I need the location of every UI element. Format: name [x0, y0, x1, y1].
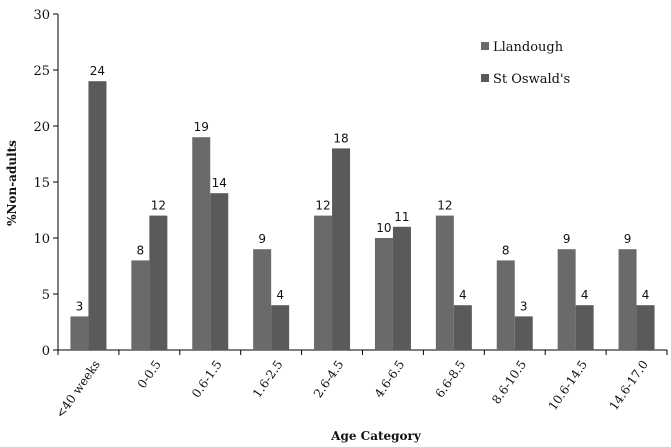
bar-st-oswalds — [453, 305, 472, 350]
data-label: 9 — [563, 232, 571, 246]
y-tick-label: 5 — [42, 288, 50, 303]
bar-llandough — [253, 249, 272, 350]
x-tick-label: 8.6-10.5 — [489, 358, 529, 407]
y-tick-label: 20 — [33, 120, 50, 135]
legend-swatch — [481, 74, 489, 82]
data-label: 19 — [194, 120, 209, 134]
bar-st-oswalds — [210, 193, 229, 350]
data-label: 9 — [258, 232, 266, 246]
data-label: 4 — [581, 288, 589, 302]
bar-llandough — [435, 215, 454, 350]
x-tick-label: <40 weeks — [53, 358, 103, 421]
y-tick-label: 15 — [33, 176, 50, 191]
y-axis-title: %Non-adults — [5, 140, 19, 226]
x-tick-label: 4.6-6.5 — [372, 358, 408, 401]
data-label: 18 — [333, 131, 348, 145]
data-label: 4 — [276, 288, 284, 302]
legend-swatch — [481, 42, 489, 50]
bar-st-oswalds — [392, 226, 411, 350]
legend-label: Llandough — [493, 40, 564, 55]
legend-label: St Oswald's — [493, 72, 570, 87]
bar-llandough — [557, 249, 576, 350]
bar-st-oswalds — [88, 81, 107, 350]
data-label: 14 — [212, 176, 227, 190]
data-label: 4 — [642, 288, 650, 302]
y-tick-label: 10 — [33, 232, 50, 247]
y-tick-label: 0 — [42, 344, 50, 359]
x-tick-label: 1.6-2.5 — [250, 358, 286, 401]
x-axis-title: Age Category — [330, 429, 422, 443]
x-tick-label: 6.6-8.5 — [433, 358, 469, 401]
data-label: 9 — [624, 232, 632, 246]
data-label: 4 — [459, 288, 467, 302]
bar-st-oswalds — [149, 215, 168, 350]
data-label: 11 — [394, 210, 409, 224]
data-label: 3 — [520, 299, 528, 313]
data-label: 3 — [76, 299, 84, 313]
bar-llandough — [374, 238, 393, 350]
data-label: 10 — [376, 221, 391, 235]
data-label: 12 — [151, 199, 166, 213]
plot-area: 0 5 10 15 20 25 30 3 24 <40 weeks 8 12 0-0.5 19 14 0.6-… — [33, 8, 668, 421]
bar-st-oswalds — [575, 305, 594, 350]
x-tick-label: 10.6-14.5 — [546, 358, 590, 413]
bar-st-oswalds — [332, 148, 351, 350]
data-label: 12 — [437, 199, 452, 213]
data-label: 12 — [315, 199, 330, 213]
x-tick-label: 14.6-17.0 — [607, 358, 651, 413]
legend: Llandough St Oswald's — [481, 40, 570, 87]
x-tick-label: 0-0.5 — [135, 358, 164, 391]
bar-llandough — [314, 215, 333, 350]
data-label: 24 — [90, 64, 105, 78]
y-tick-label: 30 — [33, 8, 50, 23]
bar-st-oswalds — [271, 305, 290, 350]
bar-llandough — [618, 249, 637, 350]
x-tick-label: 2.6-4.5 — [311, 358, 347, 401]
y-tick-label: 25 — [33, 64, 50, 79]
bar-st-oswalds — [636, 305, 655, 350]
bar-llandough — [192, 137, 211, 350]
x-tick-label: 0.6-1.5 — [189, 358, 225, 401]
bar-llandough — [70, 316, 89, 350]
data-label: 8 — [502, 243, 510, 257]
data-label: 8 — [137, 243, 145, 257]
bar-llandough — [131, 260, 150, 350]
bar-st-oswalds — [514, 316, 533, 350]
bar-llandough — [496, 260, 515, 350]
